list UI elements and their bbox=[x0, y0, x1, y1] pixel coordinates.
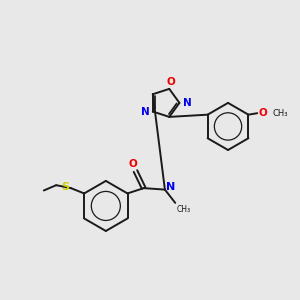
Text: N: N bbox=[183, 98, 192, 108]
Text: N: N bbox=[140, 106, 149, 116]
Text: O: O bbox=[166, 76, 175, 86]
Text: CH₃: CH₃ bbox=[273, 109, 288, 118]
Text: S: S bbox=[62, 182, 70, 192]
Text: O: O bbox=[258, 108, 267, 118]
Text: N: N bbox=[166, 182, 175, 192]
Text: O: O bbox=[128, 159, 137, 169]
Text: CH₃: CH₃ bbox=[177, 205, 191, 214]
